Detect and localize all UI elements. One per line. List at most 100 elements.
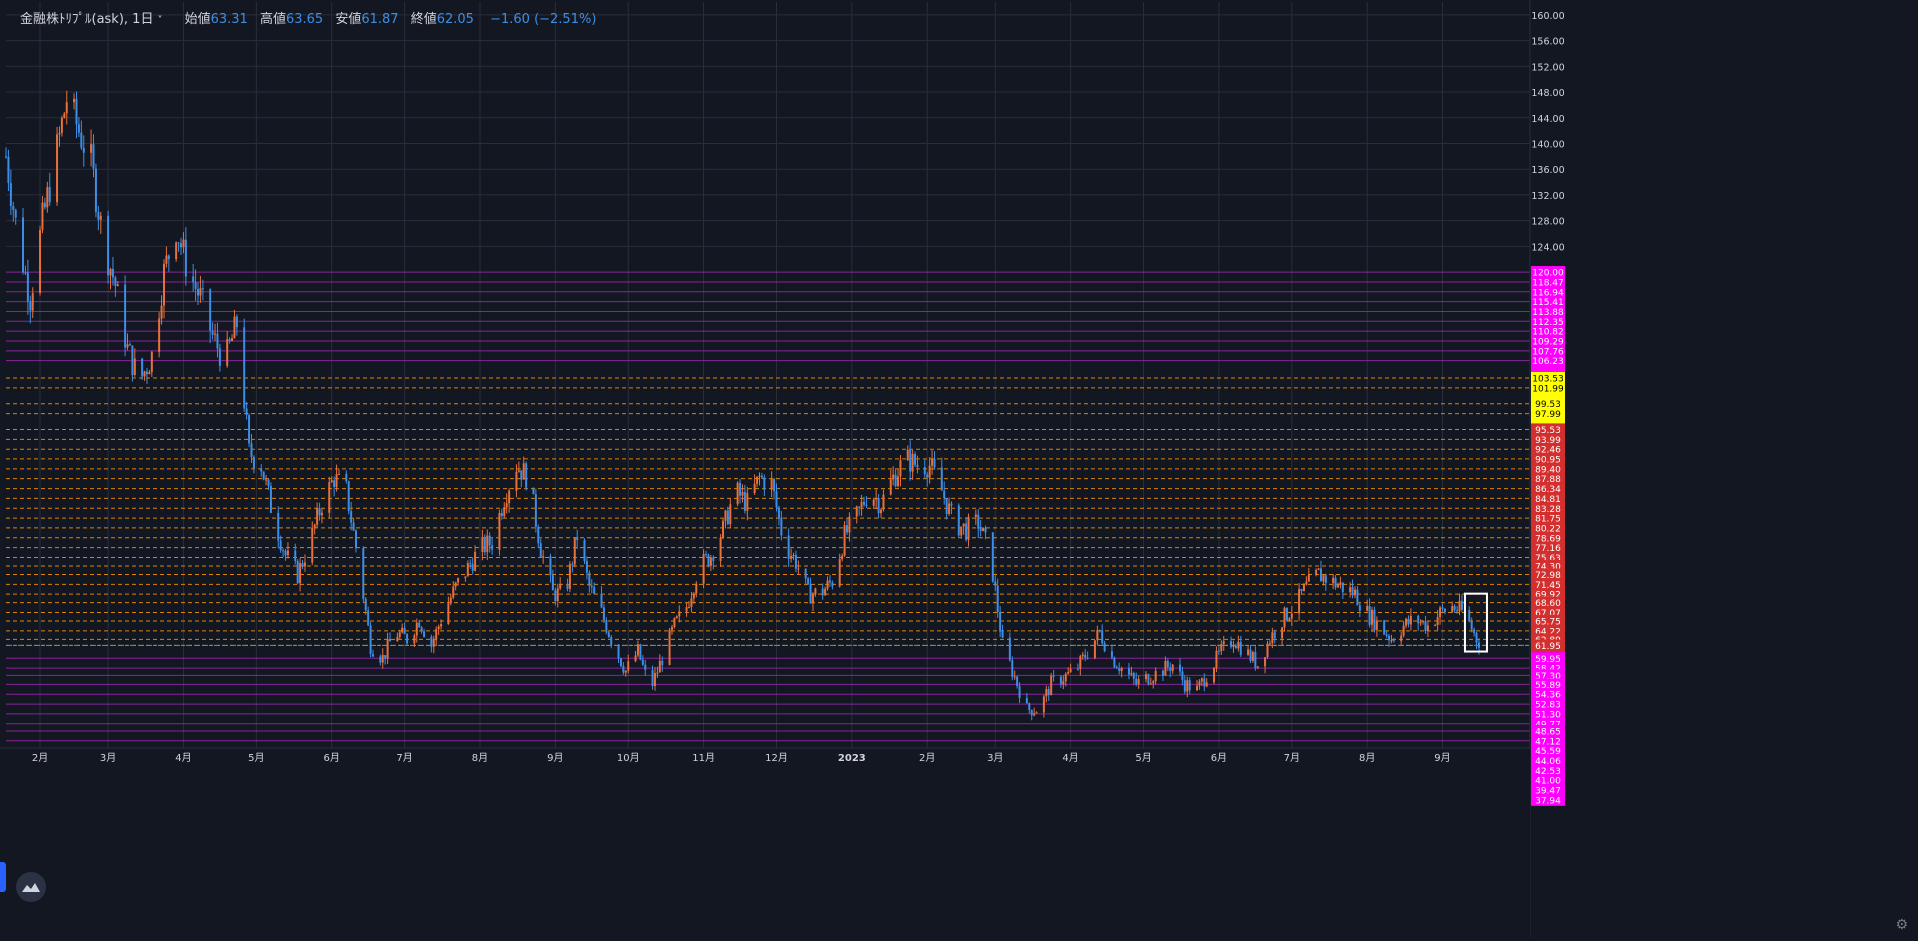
- time-tick-label: 6月: [324, 752, 340, 764]
- candle-body: [532, 487, 535, 495]
- candle-body: [617, 644, 620, 659]
- candle-body: [1439, 607, 1442, 618]
- candle-body: [770, 479, 773, 490]
- candle-body: [158, 318, 161, 352]
- candle-body: [707, 554, 710, 566]
- candle-body: [162, 263, 165, 306]
- candle-body: [1470, 621, 1473, 630]
- candle-body: [1468, 609, 1471, 622]
- candle-body: [488, 535, 491, 546]
- candle-body: [1266, 643, 1269, 658]
- candle-body: [160, 305, 163, 319]
- candle-body: [1339, 582, 1342, 585]
- red-level-label: 77.16: [1535, 544, 1561, 554]
- candle-body: [1288, 618, 1291, 621]
- candle-body: [265, 479, 268, 481]
- candle-body: [1079, 656, 1082, 669]
- candle-body: [22, 217, 25, 273]
- candle-body: [1453, 606, 1456, 611]
- high-value: 63.65: [285, 12, 324, 27]
- candle-body: [1215, 650, 1218, 668]
- candle-body: [1050, 675, 1053, 696]
- candle-body: [31, 293, 34, 311]
- time-tick-label: 9月: [547, 752, 563, 764]
- candle-body: [1353, 589, 1356, 596]
- candle-body: [559, 584, 562, 589]
- candle-body: [1035, 712, 1038, 714]
- candle-body: [503, 507, 506, 517]
- candle-body: [63, 113, 66, 118]
- candle-body: [243, 327, 246, 409]
- candle-body: [94, 168, 97, 212]
- gear-icon[interactable]: ⚙: [1895, 917, 1908, 933]
- candle-body: [639, 644, 642, 660]
- candle-body: [320, 512, 323, 516]
- candle-body: [1239, 641, 1242, 655]
- candle-body: [111, 269, 114, 278]
- chevron-down-icon[interactable]: ˅: [157, 15, 163, 26]
- red-level-tag: [1531, 568, 1565, 581]
- candle-body: [1473, 629, 1476, 633]
- candle-body: [1213, 667, 1216, 683]
- price-tick-label: 124.00: [1531, 242, 1564, 253]
- candle-body: [313, 524, 316, 528]
- time-axis[interactable]: 2月 3月 4月 5月 6月 7月 8月 9月 10月 11月 12月 2023 2月 3月 4月 5月 6月 7…: [0, 747, 1530, 937]
- candle-body: [284, 550, 287, 556]
- candle-body: [1171, 664, 1174, 671]
- magenta-low-level-label: 52.83: [1535, 701, 1561, 711]
- candle-body: [537, 526, 540, 544]
- magenta-low-level-label: 39.47: [1535, 786, 1561, 796]
- time-tick-label: 6月: [1211, 752, 1227, 764]
- candle-body: [520, 470, 523, 480]
- candle-body: [792, 554, 795, 556]
- candle-body: [661, 660, 664, 665]
- candle-body: [437, 626, 440, 630]
- candle-body: [58, 132, 61, 135]
- candle-body: [724, 510, 727, 521]
- candle-body: [483, 536, 486, 553]
- candle-body: [602, 607, 605, 620]
- candle-body: [1368, 605, 1371, 625]
- magenta-level-label: 109.29: [1532, 337, 1564, 347]
- magenta-low-level-label: 42.53: [1535, 767, 1561, 777]
- candle-body: [250, 443, 253, 457]
- candle-body: [894, 474, 897, 487]
- candle-body: [1451, 606, 1454, 612]
- candle-body: [875, 498, 878, 500]
- magenta-level-label: 118.47: [1532, 278, 1564, 288]
- candle-body: [960, 526, 963, 536]
- candle-body: [109, 269, 112, 276]
- candle-body: [330, 480, 333, 483]
- time-tick-label: 12月: [765, 752, 788, 764]
- candle-body: [872, 499, 875, 506]
- price-axis[interactable]: 120.00118.47116.94115.41113.88112.35110.…: [1529, 0, 1918, 937]
- candle-body: [1290, 613, 1293, 619]
- candle-body: [126, 344, 129, 348]
- candle-body: [231, 338, 234, 342]
- candle-body: [1298, 589, 1301, 614]
- candle-body: [367, 610, 370, 626]
- candle-body: [1400, 635, 1403, 642]
- candle-body: [571, 564, 574, 566]
- left-panel-tab[interactable]: [0, 862, 6, 892]
- candle-body: [56, 134, 59, 203]
- magenta-low-level-tag: [1531, 724, 1565, 737]
- magenta-low-level-tag: [1531, 678, 1565, 691]
- tradingview-logo-icon[interactable]: [16, 872, 46, 902]
- candle-body: [1230, 641, 1233, 647]
- candle-body: [498, 513, 501, 550]
- candle-body: [583, 540, 586, 562]
- red-level-tag: [1531, 614, 1565, 627]
- candle-body: [432, 639, 435, 647]
- candle-body: [605, 619, 608, 633]
- symbol-title[interactable]: 金融株ﾄﾘﾌﾟﾙ(ask), 1日: [20, 12, 154, 27]
- candle-body: [1166, 660, 1169, 668]
- candle-body: [999, 612, 1002, 632]
- time-tick-label: 10月: [617, 752, 640, 764]
- candle-body: [7, 156, 10, 184]
- candle-body: [1247, 649, 1250, 655]
- yellow-level-label: 97.99: [1535, 410, 1561, 420]
- candle-body: [235, 316, 238, 328]
